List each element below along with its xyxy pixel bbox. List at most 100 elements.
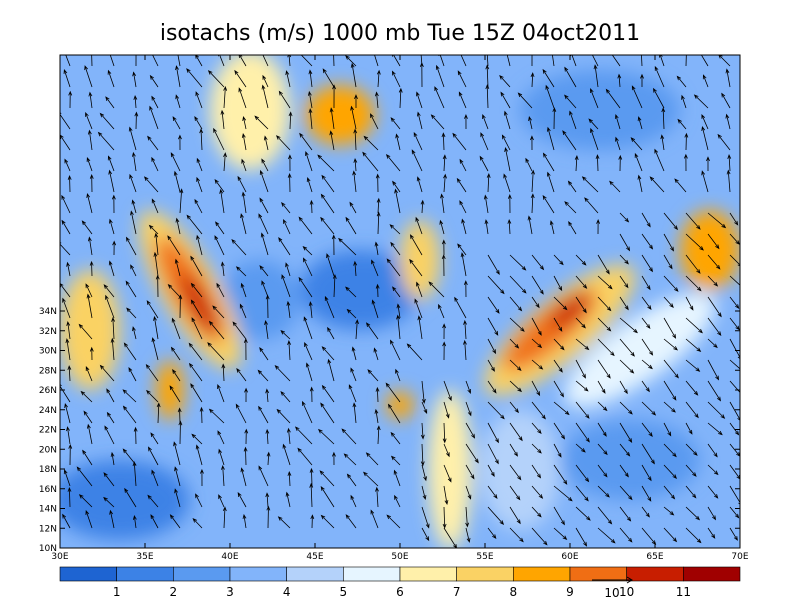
wind-arrow (394, 188, 401, 214)
wind-arrow (103, 284, 115, 298)
wind-arrow (725, 113, 731, 130)
wind-arrow (167, 235, 181, 256)
wind-arrow (153, 251, 159, 277)
wind-arrow (276, 408, 291, 424)
wind-arrow (597, 338, 615, 357)
wind-arrow (387, 403, 401, 424)
wind-arrow (190, 255, 203, 277)
wind-arrow (663, 401, 676, 413)
wind-arrow (319, 470, 335, 487)
wind-arrow (278, 90, 291, 109)
wind-arrow (88, 91, 93, 109)
wind-arrow (145, 363, 159, 382)
wind-arrow (421, 380, 426, 404)
wind-arrow (486, 173, 491, 193)
wind-arrow (443, 485, 449, 506)
wind-arrow (354, 94, 358, 109)
wind-arrow (320, 216, 335, 235)
wind-arrow (147, 135, 159, 151)
wind-arrow (355, 319, 359, 340)
wind-arrow (584, 197, 599, 214)
wind-arrow (590, 88, 599, 109)
wind-arrow (143, 176, 159, 193)
wind-arrow (132, 326, 137, 340)
wind-arrow (303, 257, 313, 277)
wind-arrow (186, 214, 203, 235)
wind-arrow (729, 296, 740, 309)
wind-arrow (593, 64, 599, 88)
wind-arrow (509, 296, 523, 312)
wind-arrow (485, 64, 490, 88)
wind-arrow (373, 347, 379, 361)
wind-arrow (86, 192, 93, 214)
wind-arrow (61, 219, 71, 235)
wind-arrow (186, 68, 203, 88)
colorbar-label: 1 (113, 585, 121, 599)
wind-arrow (443, 401, 450, 419)
wind-arrow (178, 420, 183, 445)
wind-arrow (685, 212, 701, 230)
wind-arrow (365, 452, 379, 466)
wind-arrow (420, 55, 423, 67)
wind-arrow (609, 180, 621, 193)
wind-arrow (103, 496, 115, 508)
wind-arrow (190, 383, 203, 403)
wind-arrow (527, 215, 533, 235)
wind-arrow (241, 133, 247, 151)
wind-arrow (240, 213, 247, 235)
wind-arrow (420, 443, 425, 467)
wind-arrow (243, 446, 248, 466)
wind-arrow (61, 194, 71, 214)
wind-arrow (507, 194, 512, 214)
wind-arrow (509, 380, 523, 393)
wind-arrow (107, 155, 115, 172)
colorbar-label: 10 (619, 585, 634, 599)
wind-arrow (531, 359, 544, 370)
wind-arrow (132, 71, 137, 88)
wind-arrow (374, 241, 379, 256)
wind-arrow (155, 274, 160, 298)
wind-arrow (545, 84, 555, 109)
wind-arrow (274, 365, 291, 382)
wind-arrow (553, 317, 563, 332)
wind-arrow (288, 111, 293, 130)
wind-arrow (531, 443, 542, 454)
wind-arrow (89, 346, 94, 361)
wind-arrow (396, 314, 401, 340)
wind-arrow (707, 254, 721, 270)
wind-arrow (663, 527, 678, 543)
wind-arrow (283, 218, 291, 235)
wind-arrow (458, 91, 467, 109)
wind-arrow (562, 130, 577, 151)
wind-arrow (81, 220, 93, 235)
wind-arrow (685, 443, 698, 456)
wind-arrow (641, 527, 657, 545)
wind-arrow (126, 307, 137, 319)
wind-arrow (597, 422, 607, 437)
wind-arrow (89, 174, 94, 193)
wind-arrow (194, 198, 203, 214)
wind-arrow (619, 506, 632, 522)
wind-arrow (172, 369, 181, 382)
wind-arrow (618, 154, 623, 172)
wind-arrow (154, 232, 159, 256)
wind-arrow (509, 338, 520, 349)
wind-arrow (235, 266, 247, 277)
wind-arrow (309, 482, 314, 508)
wind-arrow (238, 87, 247, 109)
wind-arrow (171, 317, 181, 340)
wind-arrow (416, 281, 423, 298)
wind-arrow (350, 62, 357, 88)
wind-arrow (65, 338, 71, 361)
wind-arrow (200, 468, 204, 487)
wind-arrow (413, 131, 423, 151)
wind-arrow (674, 178, 687, 193)
wind-arrow (220, 109, 225, 130)
wind-arrow (67, 365, 72, 382)
wind-arrow (308, 301, 313, 319)
wind-arrow (707, 401, 726, 419)
wind-arrow (390, 455, 401, 466)
wind-arrow (487, 254, 500, 275)
wind-arrow (218, 55, 225, 67)
wind-arrow (487, 338, 497, 355)
